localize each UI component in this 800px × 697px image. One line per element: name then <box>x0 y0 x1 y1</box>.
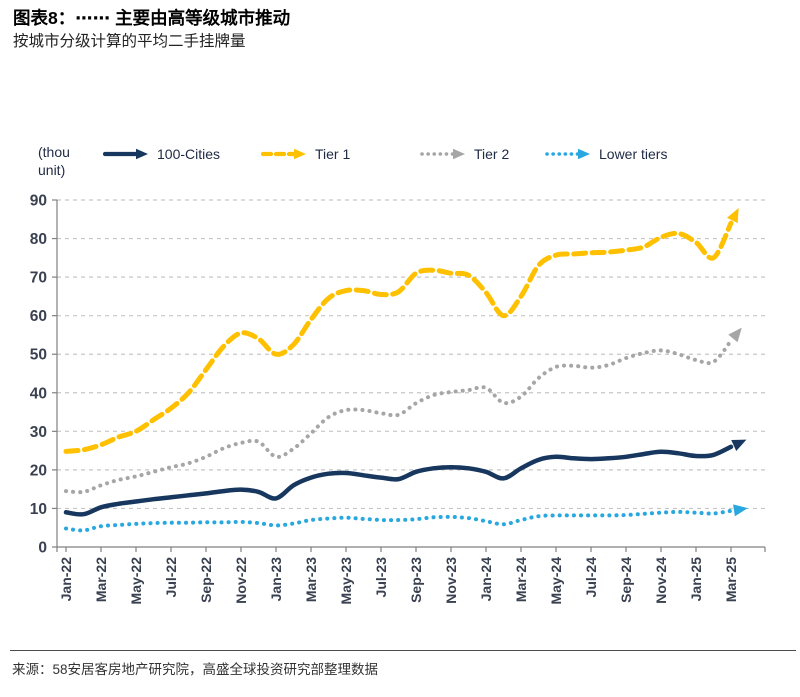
x-tick-label: Jan-23 <box>268 557 284 602</box>
dotted-line-arrow-icon <box>545 147 592 161</box>
x-tick-label: Nov-23 <box>443 557 459 604</box>
y-tick-label: 20 <box>30 462 47 479</box>
chart-canvas: 0 10 20 30 40 50 60 70 80 90 Jan-22 Mar-22 May-22 Jul… <box>30 193 766 605</box>
page-title: 图表8：⋯⋯ 主要由高等级城市推动 <box>13 8 291 28</box>
dotted-line-arrow-icon <box>420 147 467 161</box>
legend-line-sample <box>261 148 306 160</box>
series-arrowhead-100-cities <box>731 439 747 451</box>
x-tick-label: Jul-22 <box>163 557 179 598</box>
x-tick-label: Mar-23 <box>303 557 319 602</box>
source-text: 来源：58安居客房地产研究院，高盛全球投资研究部整理数据 <box>12 662 379 677</box>
x-tick-label: May-24 <box>548 557 564 605</box>
x-tick-label: May-23 <box>338 557 354 605</box>
series-line-lower-tiers <box>64 508 733 533</box>
y-tick-label: 70 <box>30 270 47 287</box>
legend-label: Tier 1 <box>315 146 351 162</box>
y-tick-label: 0 <box>38 540 47 557</box>
y-tick-label: 50 <box>30 347 47 364</box>
series-line-100-cities <box>63 444 734 517</box>
legend-line-sample <box>545 148 590 160</box>
series-line-tier-1 <box>63 220 734 454</box>
x-tick-label: Mar-24 <box>513 557 529 602</box>
source-divider <box>10 650 796 651</box>
x-tick-label: Sep-23 <box>408 557 424 603</box>
y-tick-label: 30 <box>30 424 47 441</box>
y-tick-label: 90 <box>30 193 47 210</box>
x-tick-label: May-22 <box>128 557 144 605</box>
legend-item-tier-2: Tier 2 <box>420 146 509 162</box>
y-tick-label: 40 <box>30 385 47 402</box>
x-tick-label: Mar-25 <box>723 557 739 602</box>
x-tick-label: Sep-22 <box>198 557 214 603</box>
solid-line-arrow-icon <box>103 147 150 161</box>
legend-item-tier-1: Tier 1 <box>261 146 350 162</box>
legend-item-100-cities: 100-Cities <box>103 146 220 162</box>
y-tick-label: 80 <box>30 231 47 248</box>
x-tick-label: Jul-23 <box>373 557 389 598</box>
legend-line-sample <box>420 148 465 160</box>
page-subtitle: 按城市分级计算的平均二手挂牌量 <box>13 33 246 50</box>
legend-label: 100-Cities <box>157 146 221 162</box>
series-arrowhead-tier-2 <box>728 327 742 343</box>
legend-label: Tier 2 <box>474 146 510 162</box>
x-tick-label: Jan-22 <box>58 557 74 602</box>
legend-line-sample <box>103 148 148 160</box>
series-arrowhead-tier-1 <box>726 207 739 224</box>
y-tick-label: 10 <box>30 501 47 518</box>
x-tick-label: Sep-24 <box>618 557 634 603</box>
x-tick-label: Nov-24 <box>653 557 669 604</box>
legend-item-lower-tiers: Lower tiers <box>545 146 667 162</box>
series-line-tier-2 <box>64 338 733 495</box>
x-tick-label: Jan-24 <box>478 557 494 602</box>
dashed-line-arrow-icon <box>261 147 308 161</box>
x-tick-label: Nov-22 <box>233 557 249 604</box>
legend-label: Lower tiers <box>599 146 668 162</box>
series-arrowhead-lower-tiers <box>733 504 748 517</box>
y-tick-label: 60 <box>30 308 47 325</box>
x-tick-label: Mar-22 <box>93 557 109 602</box>
x-tick-label: Jan-25 <box>688 557 704 602</box>
y-axis-unit-label: (thou unit) <box>38 144 70 179</box>
x-tick-label: Jul-24 <box>583 557 599 598</box>
